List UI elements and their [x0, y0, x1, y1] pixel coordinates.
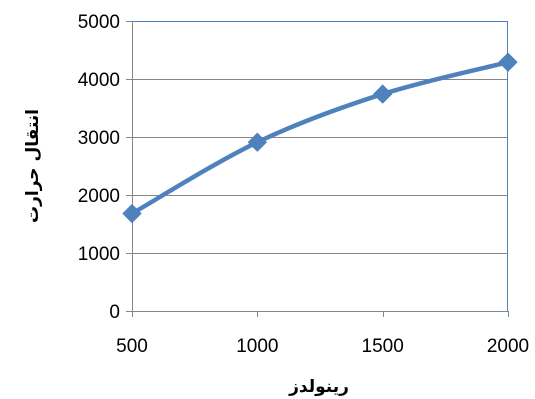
series-line [129, 59, 511, 216]
data-point-marker [372, 84, 393, 104]
label-layer: 0 1000 2000 3000 4000 5000 500 1000 1500 2000 [78, 12, 529, 357]
x-tick-label: 2000 [487, 336, 529, 357]
x-tick-label: 1500 [362, 336, 404, 357]
y-tick-label: 2000 [78, 186, 120, 207]
x-tick-label: 500 [116, 336, 148, 357]
y-tick-label: 0 [109, 302, 120, 323]
data-point-marker [247, 132, 268, 152]
y-axis-title: انتقال حرارت [23, 109, 43, 223]
y-tick-label: 4000 [78, 70, 120, 91]
data-point-marker [498, 52, 518, 72]
x-tick-label: 1000 [236, 336, 278, 357]
plot-border [132, 21, 508, 312]
series-layer [129, 59, 511, 216]
data-point-marker [122, 203, 142, 224]
y-tick-label: 5000 [78, 12, 120, 33]
y-tick-label: 3000 [78, 128, 120, 149]
x-axis-title: رینولدز [288, 377, 349, 397]
marker-layer [122, 52, 518, 224]
y-tick-label: 1000 [78, 244, 120, 265]
axis-layer [126, 21, 509, 317]
grid-layer [132, 21, 508, 254]
